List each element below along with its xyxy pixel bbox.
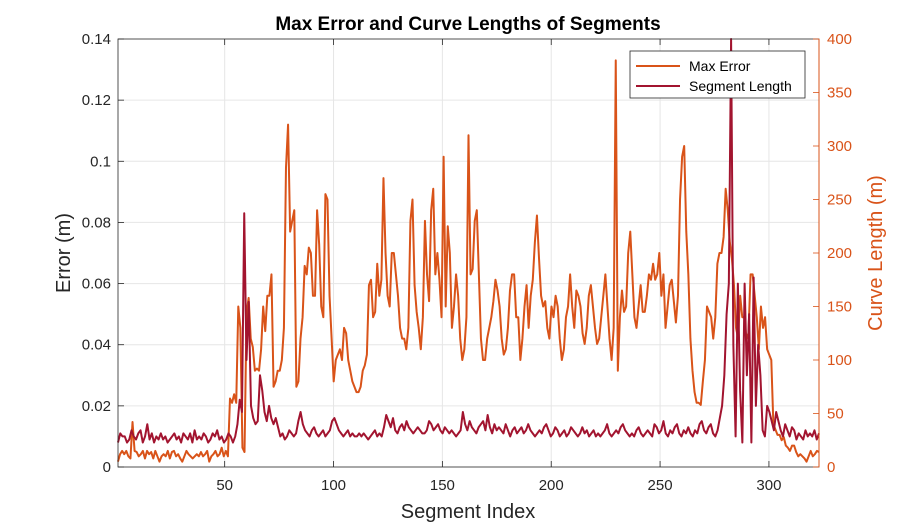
x-tick-label: 100 xyxy=(321,477,346,494)
y-left-tick-label: 0.14 xyxy=(82,31,111,48)
y-left-tick-label: 0.02 xyxy=(82,398,111,415)
y-left-tick-label: 0.04 xyxy=(82,337,111,354)
x-tick-label: 250 xyxy=(648,477,673,494)
x-tick-label: 150 xyxy=(430,477,455,494)
y-right-tick-label: 300 xyxy=(827,138,852,155)
legend-box xyxy=(629,50,806,99)
y-left-tick-label: 0.08 xyxy=(82,214,111,231)
chart-title: Max Error and Curve Lengths of Segments xyxy=(275,14,660,35)
plot-area xyxy=(118,39,819,467)
legend-label-max-error: Max Error xyxy=(689,58,751,74)
y-right-tick-label: 250 xyxy=(827,192,852,209)
y-right-tick-label: 50 xyxy=(827,406,844,423)
y-right-tick-label: 0 xyxy=(827,459,835,476)
y-right-tick-label: 100 xyxy=(827,352,852,369)
y-left-tick-label: 0 xyxy=(103,459,111,476)
segment-length-line xyxy=(117,38,820,444)
y-left-tick-label: 0.12 xyxy=(82,92,111,109)
y-right-tick-label: 400 xyxy=(827,31,852,48)
y-left-tick-label: 0.06 xyxy=(82,276,111,293)
legend: Max Error Segment Length xyxy=(629,50,806,99)
y-right-tick-label: 150 xyxy=(827,299,852,316)
y-axis-left-label: Error (m) xyxy=(53,213,75,293)
y-axis-right-label: Curve Length (m) xyxy=(865,175,887,331)
y-left-tick-label: 0.1 xyxy=(90,153,111,170)
y-right-tick-label: 200 xyxy=(827,245,852,262)
series-layer xyxy=(117,38,820,463)
max-error-line xyxy=(117,59,820,463)
y-right-tick-label: 350 xyxy=(827,85,852,102)
axis-ticks: 50 100 150 200 250 300 0 0.02 0.04 0.06 0.08 0.1 0.1… xyxy=(82,31,852,494)
x-tick-label: 300 xyxy=(756,477,781,494)
x-tick-label: 200 xyxy=(539,477,564,494)
legend-label-segment-length: Segment Length xyxy=(689,78,792,94)
x-tick-label: 50 xyxy=(216,477,233,494)
x-axis-label: Segment Index xyxy=(401,501,536,523)
